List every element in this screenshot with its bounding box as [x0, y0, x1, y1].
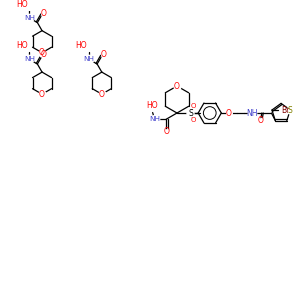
Text: NH: NH	[246, 109, 258, 118]
Text: O: O	[41, 9, 47, 18]
Text: O: O	[174, 82, 180, 91]
Text: Br: Br	[282, 106, 290, 115]
Text: O: O	[191, 117, 196, 123]
Text: HO: HO	[16, 41, 27, 50]
Text: HO: HO	[146, 100, 158, 109]
Text: HO: HO	[16, 0, 27, 8]
Text: O: O	[101, 50, 107, 59]
Text: HO: HO	[76, 41, 87, 50]
Text: O: O	[191, 103, 196, 109]
Text: O: O	[164, 127, 170, 136]
Text: O: O	[226, 109, 232, 118]
Text: S: S	[188, 109, 193, 118]
Text: NH: NH	[24, 15, 35, 21]
Text: S: S	[288, 106, 292, 115]
Text: O: O	[99, 90, 105, 99]
Text: O: O	[258, 116, 264, 125]
Text: NH: NH	[149, 116, 160, 122]
Text: O: O	[39, 90, 45, 99]
Text: O: O	[41, 50, 47, 59]
Text: O: O	[39, 48, 45, 57]
Text: NH: NH	[84, 56, 94, 62]
Text: NH: NH	[24, 56, 35, 62]
